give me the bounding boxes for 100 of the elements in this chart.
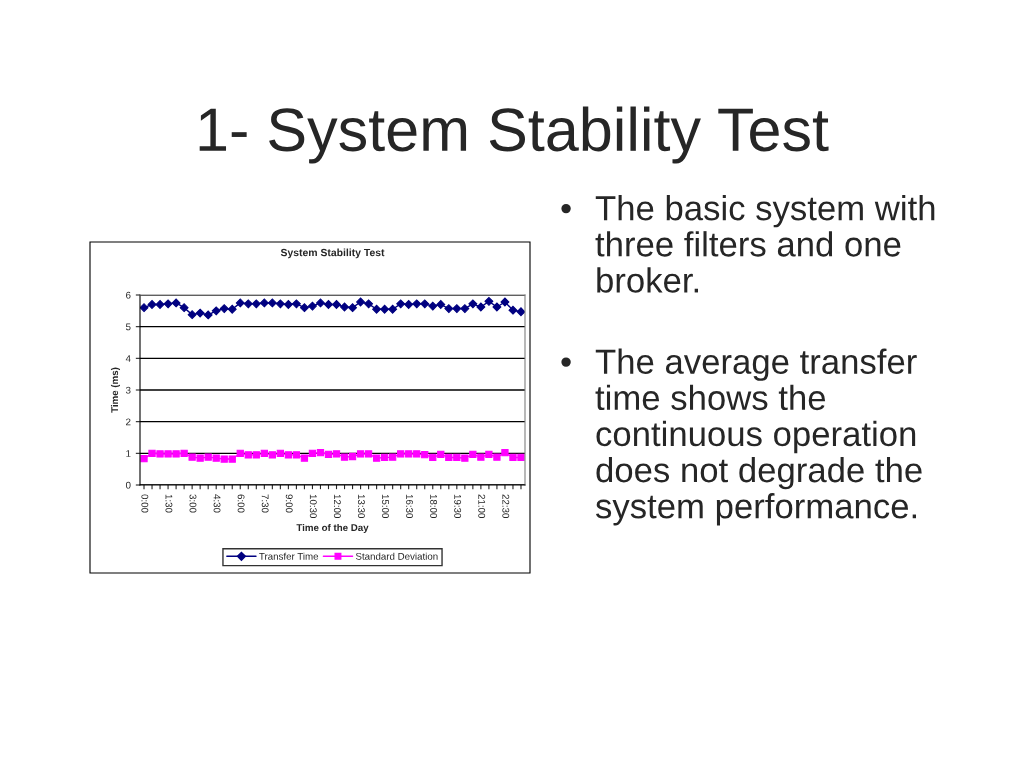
text: 1- System Stability Test (199, 106, 829, 164)
point (388, 304, 398, 314)
x-axis-title: Time of the Day (296, 523, 369, 533)
point (372, 304, 382, 314)
point (509, 453, 517, 462)
text: The basic system with three filters and one broker. (595, 195, 935, 293)
y-tick-label: 1 (126, 450, 131, 457)
x-tick-label: 13:30 (357, 494, 365, 518)
point (437, 450, 445, 458)
point (412, 299, 422, 309)
x-tick-label: 15:00 (382, 494, 389, 518)
point (452, 304, 462, 314)
y-axis-title: Time (ms) (110, 367, 121, 413)
point (404, 300, 414, 309)
point (299, 303, 309, 313)
point (235, 298, 245, 308)
point (493, 453, 501, 461)
x-tick-label: 4:30 (213, 494, 221, 513)
point (429, 453, 437, 462)
point (476, 302, 486, 312)
x-tick-label: 18:00 (430, 494, 438, 518)
point (516, 307, 525, 317)
point (405, 450, 413, 458)
point (340, 302, 349, 312)
point (140, 303, 149, 313)
point (228, 455, 236, 463)
point (420, 299, 430, 309)
legend-label: Standard Deviation (355, 552, 438, 560)
point (316, 298, 325, 308)
point (259, 298, 269, 308)
point (187, 310, 197, 320)
x-tick-label: 22:30 (502, 494, 510, 518)
point (188, 453, 196, 461)
point (397, 450, 405, 458)
point (196, 454, 204, 462)
point (477, 453, 485, 461)
point (163, 299, 173, 309)
point (324, 300, 333, 309)
point (468, 299, 478, 309)
point (148, 449, 156, 457)
point (316, 449, 325, 457)
point (252, 451, 260, 459)
point (389, 453, 397, 461)
x-tick-label: 12:00 (333, 494, 341, 518)
point (283, 300, 293, 309)
point (501, 449, 509, 457)
point (380, 304, 390, 314)
point (179, 303, 189, 313)
point (428, 301, 438, 311)
point (356, 297, 366, 307)
x-tick-label: 0:00 (141, 494, 149, 513)
y-tick-label: 6 (126, 291, 131, 299)
y-tick-label: 4 (125, 355, 131, 362)
point (292, 451, 301, 459)
x-tick-label: 16:30 (406, 494, 413, 518)
point (469, 450, 477, 458)
point (461, 454, 469, 462)
point (260, 449, 268, 457)
point (275, 299, 285, 309)
point (291, 299, 301, 309)
point (332, 450, 341, 458)
point (227, 304, 237, 314)
point (164, 450, 172, 458)
x-tick-label: 3:00 (189, 494, 197, 513)
point (243, 299, 253, 309)
point (484, 296, 494, 306)
x-tick-label: 9:00 (285, 494, 293, 513)
point (396, 299, 406, 309)
point (236, 449, 244, 457)
point (332, 300, 341, 309)
y-tick-label: 3 (125, 386, 131, 394)
point (251, 299, 261, 309)
x-tick-label: 6:00 (237, 494, 245, 513)
legend-label: Transfer Time (259, 552, 319, 560)
point (172, 450, 180, 458)
point (155, 300, 165, 309)
point (364, 450, 373, 458)
x-tick-label: 21:00 (478, 494, 486, 518)
point (308, 301, 317, 311)
point (436, 300, 446, 309)
point (211, 306, 221, 316)
text: The average transfer time shows the continuous operation does not degrade the system performance. (595, 348, 922, 526)
point (268, 451, 276, 459)
point (364, 299, 374, 309)
x-tick-label: 1:30 (165, 494, 173, 513)
point (212, 454, 220, 462)
point (444, 304, 454, 314)
x-tick-label: 19:30 (454, 494, 462, 518)
chart-title: System Stability Test (280, 248, 385, 259)
x-tick-label: 10:30 (309, 494, 317, 518)
point (140, 455, 148, 463)
point (380, 453, 389, 462)
point (244, 451, 252, 459)
point (308, 449, 317, 457)
point (284, 451, 293, 459)
y-tick-label: 5 (125, 323, 131, 331)
point (219, 304, 229, 314)
point (204, 453, 212, 461)
point (220, 455, 228, 463)
point (485, 450, 493, 458)
